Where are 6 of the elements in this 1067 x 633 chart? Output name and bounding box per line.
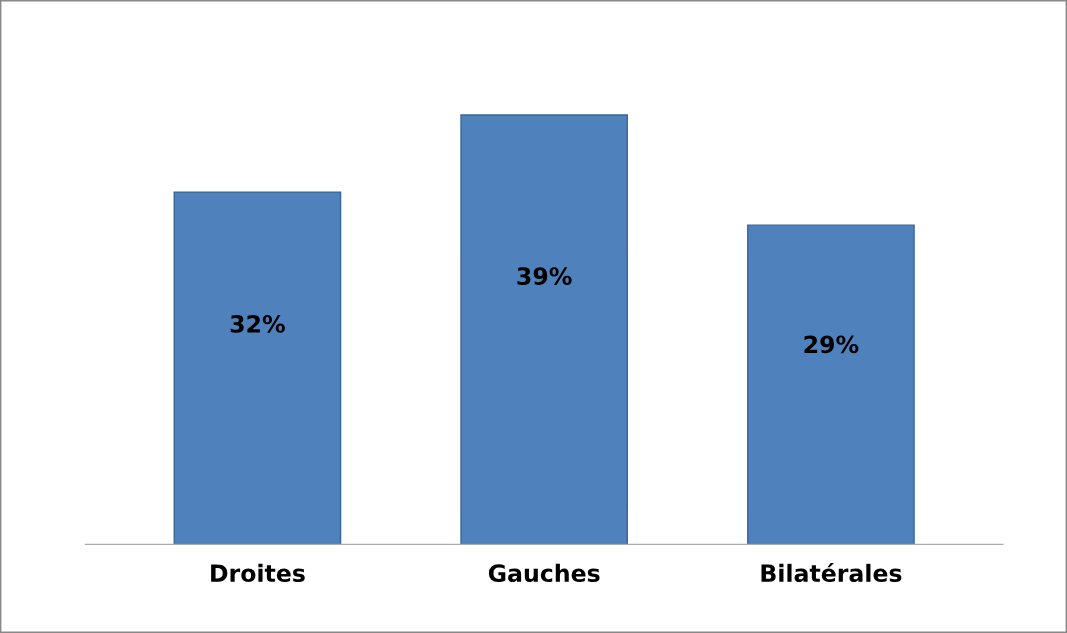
data-label: 39%: [517, 267, 572, 286]
x-tick-label: Droites: [211, 563, 305, 583]
x-tick-label: Bilatérales: [761, 562, 902, 583]
data-label: 29%: [804, 335, 859, 354]
x-tick-label: Gauches: [488, 563, 600, 583]
data-label: 32%: [230, 314, 285, 333]
